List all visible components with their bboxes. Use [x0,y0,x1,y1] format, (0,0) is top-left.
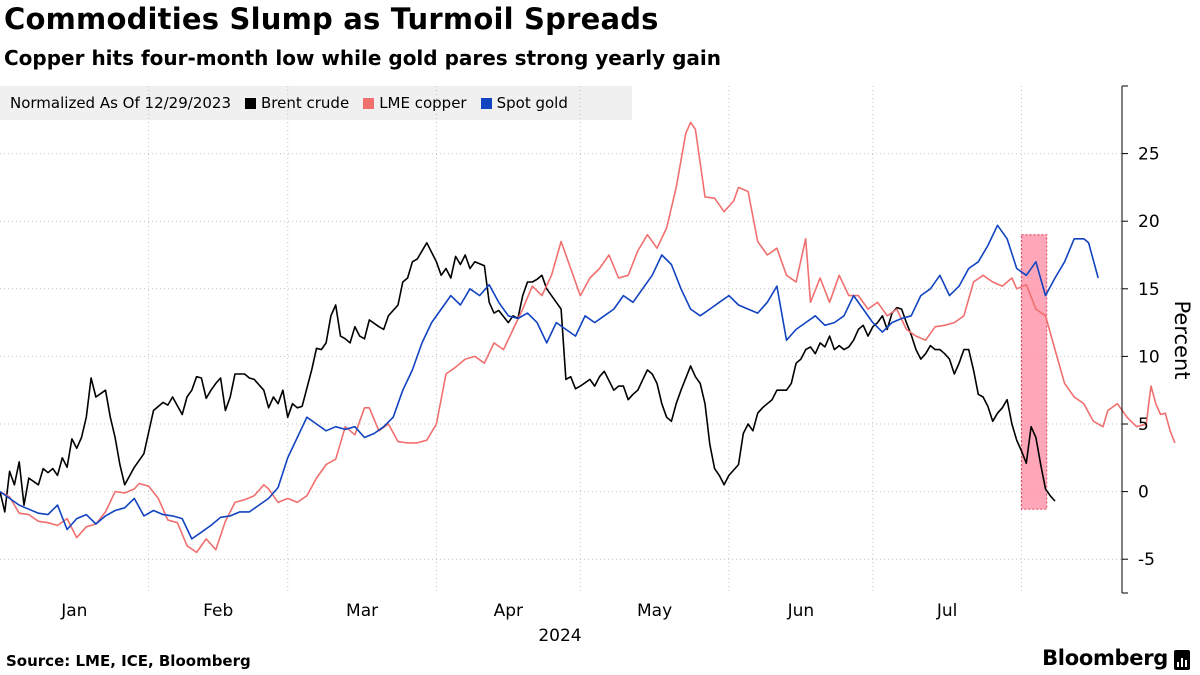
x-tick-label: Jul [936,601,958,621]
highlight-band [1021,235,1046,509]
x-axis-year-label: 2024 [538,626,581,646]
source-note: Source: LME, ICE, Bloomberg [6,652,251,670]
y-tick-label: 20 [1138,212,1160,232]
y-tick-label: 25 [1138,145,1160,165]
brand-logo: Bloomberg [1042,646,1168,670]
series-line-brent-crude [0,243,1055,512]
x-tick-label: Apr [494,601,523,621]
y-tick-label: 0 [1138,483,1149,503]
x-tick-label: Feb [203,601,233,621]
bloomberg-terminal-icon [1174,650,1190,670]
line-chart: -5 0 5 10 15 20 25 Percent Jan Feb Mar Apr May Jun Jul… [0,0,1200,675]
x-tick-label: May [637,601,672,621]
y-tick-label: 5 [1138,415,1149,435]
x-tick-label: Mar [346,601,378,621]
y-tick-label: 15 [1138,280,1160,300]
x-tick-label: Jun [787,601,815,621]
y-axis-label: Percent [1170,300,1194,379]
y-tick-label: 10 [1138,347,1160,367]
y-tick-label: -5 [1138,550,1155,570]
series-line-lme-copper [0,123,1175,553]
x-tick-label: Jan [60,601,87,621]
